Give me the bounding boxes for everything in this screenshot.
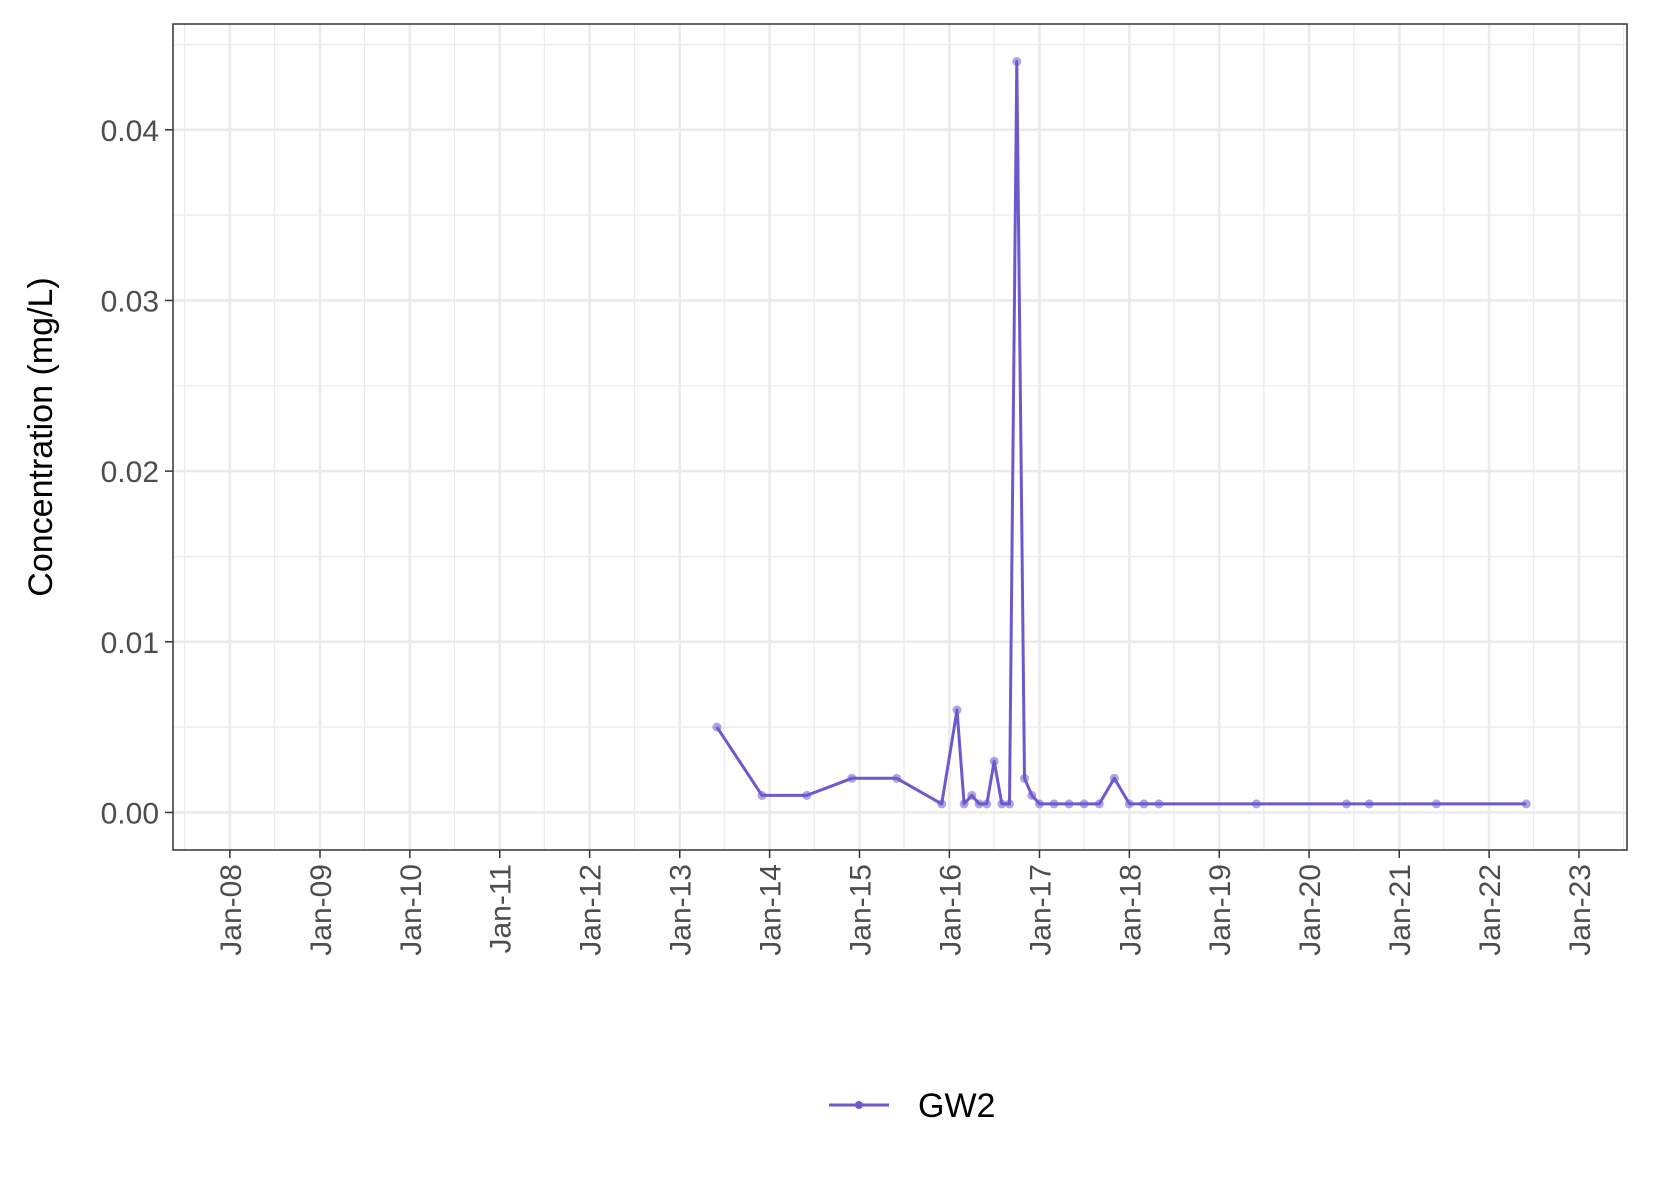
data-point[interactable] [1251, 799, 1261, 809]
y-tick-label: 0.03 [101, 285, 159, 318]
y-tick-label: 0.00 [101, 797, 159, 830]
data-point[interactable] [1064, 799, 1074, 809]
x-tick-label: Jan-19 [1204, 864, 1237, 956]
x-tick-label: Jan-11 [485, 864, 518, 954]
data-point[interactable] [1109, 773, 1119, 783]
data-point[interactable] [847, 773, 857, 783]
y-tick-label: 0.01 [101, 627, 159, 660]
panel-border [172, 23, 1628, 851]
data-point[interactable] [1019, 773, 1029, 783]
data-point[interactable] [1342, 799, 1352, 809]
y-axis-title: Concentration (mg/L) [22, 277, 60, 596]
series-layer [712, 57, 1531, 809]
x-tick-label: Jan-13 [665, 864, 698, 956]
data-point[interactable] [982, 799, 992, 809]
data-point[interactable] [1094, 799, 1104, 809]
data-point[interactable] [1012, 57, 1022, 67]
data-point[interactable] [757, 790, 767, 800]
data-point[interactable] [937, 799, 947, 809]
x-tick-label: Jan-08 [215, 864, 248, 956]
legend-label-gw2: GW2 [918, 1087, 995, 1125]
data-point[interactable] [959, 799, 969, 809]
grid-minor [173, 24, 1627, 850]
data-point[interactable] [1154, 799, 1164, 809]
data-point[interactable] [1034, 799, 1044, 809]
y-tick-label: 0.04 [101, 115, 159, 148]
data-point[interactable] [1431, 799, 1441, 809]
x-tick-label: Jan-10 [395, 864, 428, 956]
y-axis: 0.00 0.01 0.02 0.03 0.04 [101, 115, 173, 830]
data-point[interactable] [802, 790, 812, 800]
data-point[interactable] [1364, 799, 1374, 809]
data-point[interactable] [892, 773, 902, 783]
data-point[interactable] [1124, 799, 1134, 809]
x-axis: Jan-08 Jan-09 Jan-10 Jan-11 Jan-12 Jan-13 Jan-… [215, 850, 1597, 956]
data-point[interactable] [1049, 799, 1059, 809]
data-point[interactable] [1027, 790, 1037, 800]
x-tick-label: Jan-21 [1384, 864, 1417, 956]
x-tick-label: Jan-18 [1114, 864, 1147, 956]
data-point[interactable] [967, 790, 977, 800]
x-tick-label: Jan-22 [1474, 864, 1507, 956]
data-point[interactable] [1079, 799, 1089, 809]
data-point[interactable] [974, 799, 984, 809]
x-tick-label: Jan-12 [575, 864, 608, 956]
x-tick-label: Jan-17 [1024, 864, 1057, 956]
x-tick-label: Jan-15 [844, 864, 877, 956]
data-point[interactable] [997, 799, 1007, 809]
legend[interactable]: GW2 [829, 1087, 995, 1125]
data-point[interactable] [1521, 799, 1531, 809]
data-point[interactable] [712, 722, 722, 732]
x-tick-label: Jan-09 [305, 864, 338, 956]
x-tick-label: Jan-16 [934, 864, 967, 956]
grid-major [173, 24, 1627, 850]
data-point[interactable] [1004, 799, 1014, 809]
legend-key-point [855, 1101, 863, 1109]
y-tick-label: 0.02 [101, 456, 159, 489]
x-tick-label: Jan-20 [1294, 864, 1327, 956]
data-point[interactable] [1139, 799, 1149, 809]
x-tick-label: Jan-14 [755, 864, 788, 956]
data-point[interactable] [952, 705, 962, 715]
data-point[interactable] [989, 756, 999, 766]
x-tick-label: Jan-23 [1564, 864, 1597, 956]
